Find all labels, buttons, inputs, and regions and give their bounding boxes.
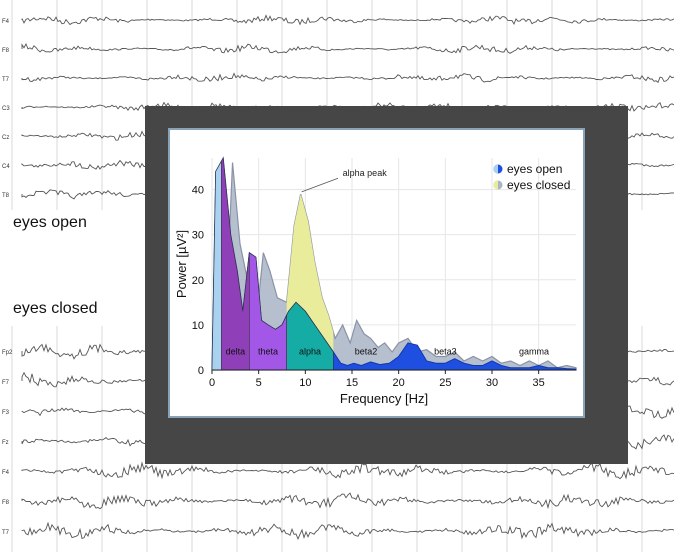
x-tick-label: 0 — [209, 377, 215, 389]
legend: eyes open eyes closed — [493, 162, 570, 192]
eeg-channel-label: Fz — [2, 440, 9, 446]
eeg-channel-label: Cz — [2, 135, 9, 141]
power-spectrum-svg: delta theta alpha beta2 beta3 gamma 0 5 10 15 20 25… — [174, 156, 577, 406]
band-label-theta: theta — [258, 347, 278, 357]
band-label-alpha: alpha — [299, 347, 321, 357]
x-axis-label: Frequency [Hz] — [340, 391, 428, 406]
eeg-channel-label: Fp2 — [2, 350, 13, 356]
eeg-trace-f4 — [21, 461, 674, 480]
eeg-channel-label: C3 — [2, 106, 10, 112]
eeg-trace-t7 — [21, 72, 674, 84]
y-tick-label: 10 — [192, 320, 204, 332]
annotation-leader — [301, 177, 339, 193]
band-label-delta: delta — [226, 347, 246, 357]
eeg-channel-label: C4 — [2, 164, 10, 170]
eeg-trace-f8 — [21, 42, 674, 54]
x-tick-label: 10 — [299, 377, 311, 389]
eyes-open-caption: eyes open — [13, 214, 87, 231]
y-axis-label: Power [µV²] — [174, 230, 189, 298]
band-label-beta3: beta3 — [434, 347, 457, 357]
y-tick-label: 30 — [192, 230, 204, 242]
eeg-trace-f4 — [21, 14, 674, 26]
annotation-alpha-peak: alpha peak — [343, 168, 388, 178]
eeg-channel-label: F4 — [2, 19, 10, 25]
legend-label-eyes-open: eyes open — [507, 162, 562, 176]
eeg-channel-label: F8 — [2, 500, 10, 506]
eeg-channel-label: F3 — [2, 410, 10, 416]
eyes-closed-caption: eyes closed — [13, 300, 98, 317]
eeg-channel-label: T8 — [2, 193, 10, 199]
power-spectrum-chart: delta theta alpha beta2 beta3 gamma 0 5 10 15 20 25… — [168, 128, 585, 418]
x-tick-label: 30 — [486, 377, 498, 389]
x-tick-label: 25 — [439, 377, 451, 389]
eeg-channel-label: T7 — [2, 77, 10, 83]
y-tick-label: 20 — [192, 275, 204, 287]
x-tick-label: 5 — [256, 377, 262, 389]
eeg-trace-f8 — [21, 492, 674, 510]
y-tick-label: 40 — [192, 185, 204, 197]
band-fill-alpha — [286, 301, 334, 371]
eeg-channel-label: F4 — [2, 470, 10, 476]
band-label-beta2: beta2 — [355, 347, 378, 357]
eeg-channel-label: T7 — [2, 530, 10, 536]
x-tick-label: 20 — [393, 377, 405, 389]
y-tick-label: 0 — [198, 365, 204, 377]
legend-label-eyes-closed: eyes closed — [507, 178, 570, 192]
x-tick-label: 15 — [346, 377, 358, 389]
eeg-trace-t7 — [21, 521, 674, 541]
legend-swatch-eyes-open-half — [493, 164, 498, 174]
band-label-gamma: gamma — [519, 347, 549, 357]
eeg-channel-label: F7 — [2, 380, 10, 386]
legend-swatch-eyes-closed-half — [493, 180, 498, 190]
eeg-channel-label: F8 — [2, 48, 10, 54]
x-tick-label: 35 — [533, 377, 545, 389]
